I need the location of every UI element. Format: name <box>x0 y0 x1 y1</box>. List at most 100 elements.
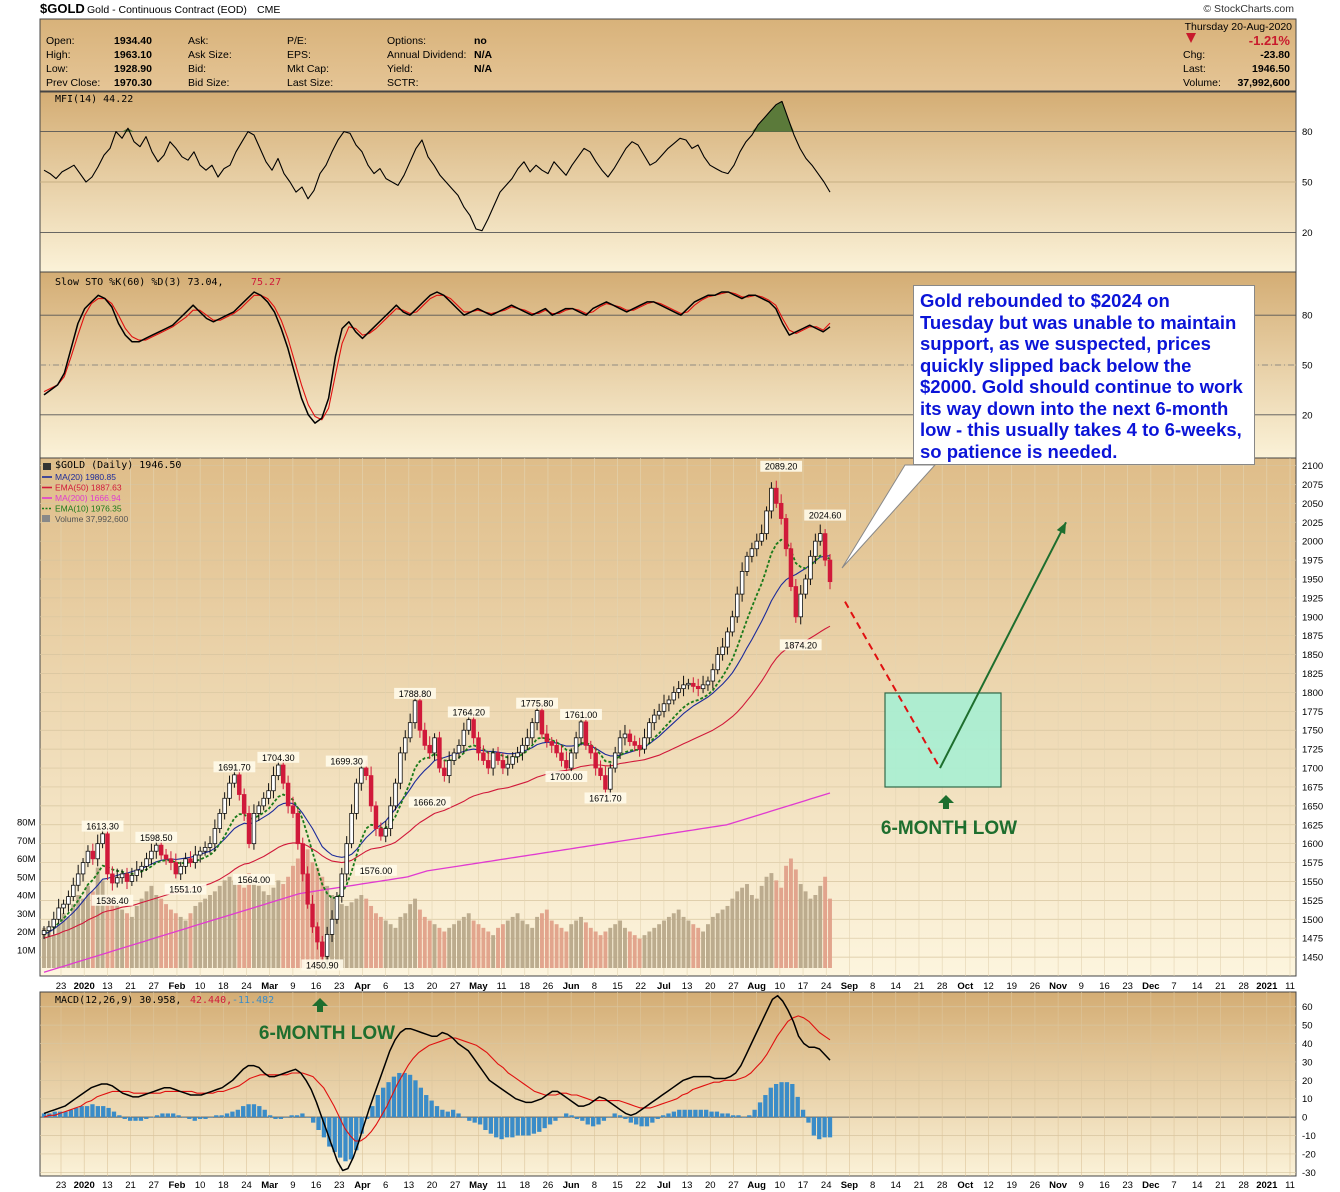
macd-histogram-bar <box>224 1113 230 1118</box>
macd-histogram-bar <box>564 1113 569 1118</box>
price-label-bg <box>545 771 588 783</box>
volume-bar <box>154 895 159 968</box>
macd-histogram-bar <box>542 1117 547 1129</box>
candle-body <box>403 737 408 754</box>
candle-body <box>261 797 266 807</box>
symbol-title: $GOLD <box>40 1 85 16</box>
macd-histogram-bar <box>273 1117 278 1119</box>
candle-body <box>622 733 628 739</box>
candle-body <box>793 586 799 618</box>
candle-body <box>212 828 218 845</box>
legend-swatch <box>42 515 50 522</box>
x-tick-label: 24 <box>241 1180 252 1191</box>
macd-histogram-bar <box>553 1117 558 1121</box>
candle-body <box>266 790 271 799</box>
macd-histogram-bar <box>655 1117 660 1119</box>
ema10-line <box>43 538 831 934</box>
volume-bar <box>42 927 46 968</box>
macd-histogram-bar <box>165 1113 170 1118</box>
quote-label: Bid: <box>188 63 206 75</box>
y-tick-label: 1525 <box>1302 896 1323 907</box>
candle-body <box>66 896 71 905</box>
macd-histogram-bar <box>230 1111 235 1118</box>
volume-bar <box>764 876 769 968</box>
candle-body <box>647 722 652 739</box>
candle-body <box>588 744 594 754</box>
macd-histogram-bar <box>477 1117 483 1125</box>
macd-histogram-bar <box>488 1117 493 1134</box>
price-label: 1613.30 <box>86 822 119 832</box>
six-month-low-box <box>884 692 1002 788</box>
candle-body <box>554 744 559 754</box>
candle-body <box>603 775 608 790</box>
candle-body <box>608 767 613 790</box>
volume-bar <box>803 891 808 968</box>
price-label-bg <box>516 697 558 709</box>
volume-bar <box>408 904 413 968</box>
exchange-label: CME <box>257 4 280 16</box>
macd-histogram-bar <box>747 1115 752 1118</box>
volume-bar <box>320 876 325 968</box>
candle-body <box>363 767 369 777</box>
price-label-bg <box>135 831 178 843</box>
y-tick-label: 1700 <box>1302 764 1323 775</box>
macd-histogram-bar <box>693 1109 698 1118</box>
x-tick-label: 27 <box>450 1180 461 1191</box>
macd-histogram-bar <box>117 1115 122 1118</box>
y-tick-label: 2025 <box>1302 518 1323 529</box>
candle-body <box>422 729 428 746</box>
candle-body <box>559 752 564 761</box>
price-label-bg <box>394 687 436 699</box>
price-label: 2089.20 <box>765 462 798 472</box>
candle-body <box>344 843 349 875</box>
macd-histogram-bar <box>526 1117 531 1136</box>
x-tick-label: 23 <box>1122 1180 1133 1191</box>
volume-bar <box>637 938 642 968</box>
macd-histogram-bar <box>127 1117 133 1121</box>
mfi-line <box>43 100 831 232</box>
volume-bar <box>784 865 789 968</box>
macd-histogram-bar <box>391 1076 397 1118</box>
y-tick-label: 1675 <box>1302 782 1323 793</box>
candle-body <box>632 741 637 746</box>
x-tick-label: 6 <box>383 1180 388 1191</box>
volume-bar <box>754 898 759 968</box>
macd-histogram-bar <box>63 1111 68 1118</box>
macd-histogram-bar <box>499 1117 504 1140</box>
candle-body <box>383 828 388 837</box>
x-tick-label: 13 <box>102 981 113 992</box>
quote-label: Annual Dividend: <box>387 49 466 61</box>
volume-bar <box>139 898 144 968</box>
x-tick-label: 13 <box>404 981 415 992</box>
macd-histogram-bar <box>375 1095 380 1118</box>
candle-body <box>61 903 66 909</box>
candle-body <box>134 869 139 876</box>
price-label-bg <box>779 639 822 651</box>
y-tick-label: 20 <box>1302 228 1313 239</box>
volume-bar <box>339 904 344 968</box>
macd-histogram-bar <box>504 1117 510 1138</box>
volume-bar <box>530 927 535 968</box>
volume-tick-label: 40M <box>17 891 36 902</box>
x-tick-label: 9 <box>1079 981 1084 992</box>
volume-bar <box>623 927 627 968</box>
quote-value: 37,992,600 <box>1237 77 1290 89</box>
x-tick-label: Mar <box>261 981 278 992</box>
x-tick-label: 26 <box>1030 981 1041 992</box>
candle-body <box>271 775 276 792</box>
candle-body <box>119 873 125 879</box>
y-axes: 8050208050202100207520502025200019751950… <box>17 127 1323 1179</box>
watermark: © StockCharts.com <box>1203 3 1294 15</box>
candle-body <box>808 555 813 580</box>
candle-body <box>251 813 257 845</box>
candle-body <box>500 760 506 769</box>
macd-histogram-bar <box>790 1084 795 1118</box>
x-tick-label: 13 <box>682 1180 693 1191</box>
candle-body <box>193 854 198 863</box>
macd-histogram-bar <box>343 1117 348 1162</box>
candle-body <box>237 774 242 795</box>
volume-bar <box>491 935 496 968</box>
macd-histogram-bar <box>418 1087 424 1118</box>
x-tick-label: 24 <box>241 981 252 992</box>
volume-bar <box>813 895 818 968</box>
